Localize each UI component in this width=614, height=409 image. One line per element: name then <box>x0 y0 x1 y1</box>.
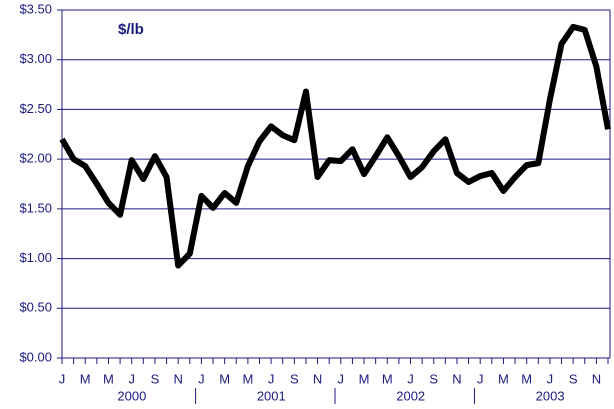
y-tick-label: $0.50 <box>19 300 52 315</box>
x-tick-label: S <box>151 371 160 386</box>
x-tick-label: J <box>268 371 275 386</box>
x-tick-label: M <box>382 371 393 386</box>
y-tick-label: $3.50 <box>19 1 52 16</box>
x-tick-label: M <box>219 371 230 386</box>
y-tick-label: $2.50 <box>19 101 52 116</box>
x-tick-label: J <box>128 371 135 386</box>
year-label: 2003 <box>536 388 565 403</box>
x-tick-label: N <box>452 371 461 386</box>
y-tick-label: $1.00 <box>19 250 52 265</box>
x-tick-label: S <box>429 371 438 386</box>
x-tick-label: J <box>198 371 205 386</box>
year-label: 2001 <box>257 388 286 403</box>
x-tick-label: J <box>59 371 66 386</box>
x-tick-label: N <box>173 371 182 386</box>
x-tick-label: S <box>569 371 578 386</box>
y-tick-label: $1.50 <box>19 200 52 215</box>
y-tick-label: $2.00 <box>19 151 52 166</box>
x-tick-label: J <box>407 371 414 386</box>
price-line <box>59 23 611 269</box>
y-tick-label: $3.00 <box>19 51 52 66</box>
x-tick-label: M <box>80 371 91 386</box>
x-tick-label: J <box>547 371 554 386</box>
x-tick-label: J <box>477 371 484 386</box>
x-tick-label: N <box>313 371 322 386</box>
x-tick-label: M <box>242 371 253 386</box>
x-tick-label: M <box>521 371 532 386</box>
y-tick-label: $0.00 <box>19 349 52 364</box>
x-tick-label: S <box>290 371 299 386</box>
x-tick-label: M <box>103 371 114 386</box>
x-tick-label: N <box>592 371 601 386</box>
year-label: 2002 <box>396 388 425 403</box>
x-tick-label: M <box>498 371 509 386</box>
unit-label: $/lb <box>118 21 144 38</box>
x-tick-label: M <box>359 371 370 386</box>
x-tick-label: J <box>338 371 345 386</box>
year-label: 2000 <box>117 388 146 403</box>
